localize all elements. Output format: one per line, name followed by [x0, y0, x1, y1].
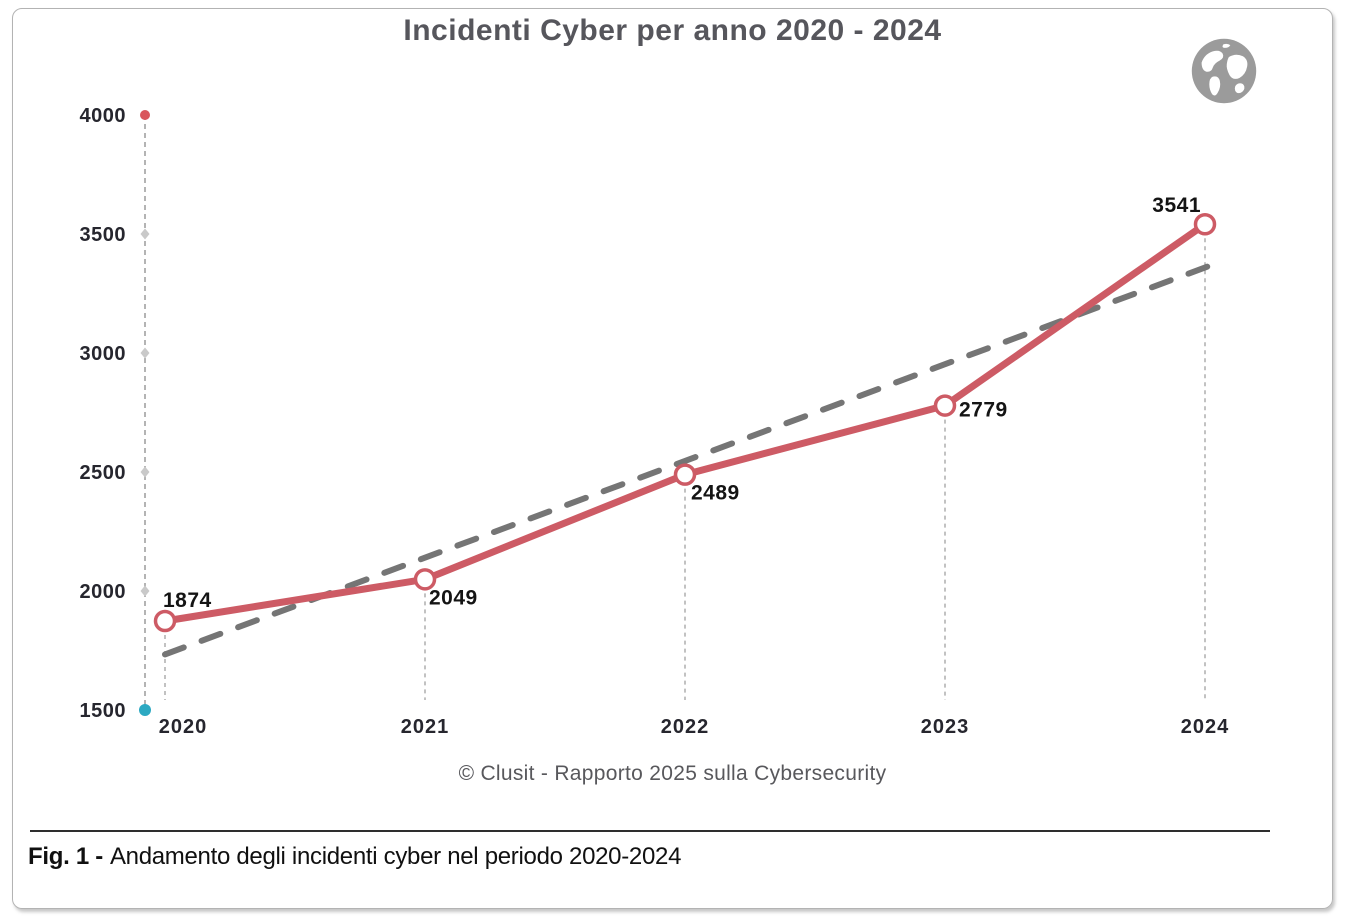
data-point-2023 [933, 394, 957, 417]
axis-bottom-dot [139, 704, 151, 716]
data-point-2020 [153, 609, 177, 633]
trend-line [162, 259, 1223, 658]
y-tick-label: 2500 [80, 462, 127, 484]
source-caption: © Clusit - Rapporto 2025 sulla Cybersecu… [458, 762, 887, 785]
y-tick-diamond [140, 228, 150, 240]
caption-divider [30, 830, 1270, 832]
data-point-label: 2049 [429, 586, 478, 609]
figure-caption-number: Fig. 1 - [28, 843, 103, 870]
globe-icon [1189, 36, 1259, 106]
y-tick-label: 3500 [80, 224, 127, 246]
data-point-2022 [673, 463, 697, 486]
y-tick-label: 3000 [80, 343, 127, 365]
figure-caption-text: Andamento degli incidenti cyber nel peri… [109, 843, 682, 870]
y-tick-diamond [140, 585, 150, 597]
data-point-label: 2489 [691, 482, 740, 505]
x-tick-label: 2021 [401, 716, 450, 738]
data-point-label: 1874 [163, 589, 212, 612]
data-point-2021 [413, 568, 437, 591]
axis-top-dot [140, 110, 150, 120]
x-tick-label: 2023 [921, 716, 970, 738]
line-chart: 1500 2000 2500 3000 3500 4000 2020 2021 2022 2023… [80, 105, 1230, 738]
y-tick-label: 4000 [80, 105, 127, 127]
data-point-label: 3541 [1152, 194, 1201, 217]
x-tick-label: 2024 [1181, 716, 1230, 738]
y-tick-diamond [140, 466, 150, 478]
x-tick-label: 2020 [159, 716, 208, 738]
y-tick-label: 1500 [80, 700, 127, 722]
data-point-label: 2779 [959, 399, 1008, 422]
x-tick-label: 2022 [661, 716, 710, 738]
y-tick-diamond [140, 347, 150, 359]
globe-icon-svg [1191, 38, 1257, 104]
y-tick-label: 2000 [80, 581, 127, 603]
data-point-2024 [1193, 212, 1217, 236]
figure-caption: Fig. 1 - Andamento degli incidenti cyber … [28, 843, 681, 871]
chart-title: Incidenti Cyber per anno 2020 - 2024 [403, 14, 942, 47]
